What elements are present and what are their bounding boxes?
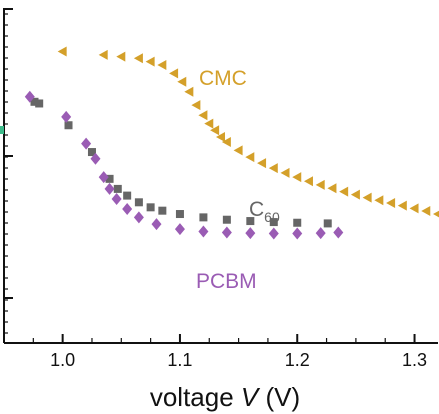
x-axis-title-prefix: voltage bbox=[150, 382, 241, 412]
series-layer bbox=[0, 46, 439, 240]
data-point-pcbm bbox=[315, 227, 326, 240]
x-tick-label: 1.2 bbox=[285, 350, 310, 370]
data-point-cmc bbox=[257, 158, 267, 169]
data-point-cmc bbox=[433, 210, 439, 218]
data-point-pcbm bbox=[111, 192, 122, 205]
data-point-cmc bbox=[169, 68, 179, 79]
data-point-c60 bbox=[105, 174, 114, 183]
data-point-c60 bbox=[323, 219, 332, 228]
data-point-cmc bbox=[145, 56, 155, 67]
series-label-pcbm: PCBM bbox=[196, 270, 257, 293]
data-point-pcbm bbox=[81, 137, 92, 150]
data-point-pcbm bbox=[151, 218, 162, 231]
data-point-pcbm bbox=[292, 227, 303, 240]
data-point-c60 bbox=[293, 218, 302, 227]
data-point-c60 bbox=[246, 217, 255, 226]
series-label-c60: C60 bbox=[249, 198, 280, 225]
x-axis-title-symbol: V bbox=[241, 382, 261, 412]
series-label-text: C bbox=[249, 198, 264, 221]
data-point-cmc bbox=[268, 163, 278, 174]
data-point-pcbm bbox=[133, 211, 144, 224]
data-point-cmc bbox=[198, 110, 208, 121]
data-point-c60 bbox=[113, 184, 122, 193]
data-point-pcbm bbox=[61, 110, 72, 123]
data-point-c60 bbox=[158, 206, 167, 215]
series-pcbm bbox=[24, 90, 344, 240]
data-point-c60 bbox=[30, 97, 39, 106]
data-point-cmc bbox=[98, 49, 108, 60]
data-point-cmc bbox=[216, 131, 225, 142]
data-point-pcbm bbox=[245, 227, 256, 240]
data-point-pcbm bbox=[198, 225, 209, 238]
data-point-c60 bbox=[175, 210, 184, 219]
data-point-c60 bbox=[199, 213, 208, 222]
data-point-cmc bbox=[57, 46, 67, 57]
x-tick-label: 1.3 bbox=[402, 350, 427, 370]
data-point-cmc bbox=[157, 59, 167, 70]
data-point-pcbm bbox=[174, 223, 185, 236]
x-axis-title-suffix: (V) bbox=[258, 382, 300, 412]
data-point-cmc bbox=[116, 51, 126, 62]
data-point-cmc bbox=[280, 167, 290, 178]
series-label-cmc: CMC bbox=[199, 67, 247, 90]
data-point-c60 bbox=[35, 99, 44, 108]
series-label-subscript: 60 bbox=[264, 209, 280, 225]
data-point-c60 bbox=[269, 218, 278, 227]
data-point-cmc bbox=[374, 195, 384, 206]
series-c60 bbox=[30, 97, 332, 228]
data-point-cmc bbox=[233, 145, 243, 156]
x-tick-label: 1.0 bbox=[50, 350, 75, 370]
x-tick-label: 1.1 bbox=[167, 350, 192, 370]
data-point-cmc bbox=[191, 100, 201, 111]
series-label-text: CMC bbox=[199, 67, 247, 90]
data-point-cmc bbox=[386, 197, 396, 208]
data-point-pcbm bbox=[221, 226, 232, 239]
data-point-pcbm bbox=[98, 171, 109, 184]
series-labels: CMC C60 PCBM bbox=[196, 67, 280, 293]
data-point-cmc bbox=[204, 118, 214, 129]
series-cmc bbox=[57, 46, 439, 218]
data-point-cmc bbox=[397, 200, 407, 211]
data-point-cmc bbox=[362, 192, 372, 203]
data-point-cmc bbox=[245, 152, 255, 163]
data-point-pcbm bbox=[104, 182, 115, 195]
data-point-cmc bbox=[421, 206, 431, 217]
x-axis-title: voltage V (V) bbox=[150, 382, 300, 412]
data-point-cmc bbox=[292, 172, 302, 183]
data-point-pcbm bbox=[333, 226, 344, 239]
data-point-cmc bbox=[221, 137, 231, 147]
series-label-text: PCBM bbox=[196, 270, 257, 293]
plot-frame bbox=[3, 8, 438, 344]
data-point-cmc bbox=[184, 86, 194, 97]
data-point-cmc bbox=[303, 176, 313, 187]
data-point-cmc bbox=[350, 189, 360, 200]
data-point-cmc bbox=[177, 76, 187, 87]
data-point-c60 bbox=[222, 215, 231, 224]
data-point-cmc bbox=[315, 179, 325, 190]
data-point-cmc bbox=[133, 53, 143, 64]
data-point-pcbm bbox=[268, 227, 279, 240]
x-axis-ticks: 1.0 1.1 1.2 1.3 bbox=[3, 334, 427, 370]
data-point-c60 bbox=[134, 198, 143, 207]
data-point-c60 bbox=[87, 148, 96, 157]
data-point-cmc bbox=[409, 203, 419, 214]
data-point-cmc bbox=[339, 186, 349, 197]
data-point-c60 bbox=[146, 203, 155, 212]
data-point-c60 bbox=[64, 121, 73, 130]
edge-marker bbox=[0, 126, 4, 134]
data-point-c60 bbox=[123, 191, 132, 200]
data-point-pcbm bbox=[24, 90, 35, 103]
data-point-cmc bbox=[210, 125, 220, 136]
data-point-cmc bbox=[327, 183, 337, 194]
data-point-pcbm bbox=[122, 203, 133, 215]
y-axis-ticks bbox=[4, 8, 13, 334]
data-point-pcbm bbox=[90, 152, 101, 165]
